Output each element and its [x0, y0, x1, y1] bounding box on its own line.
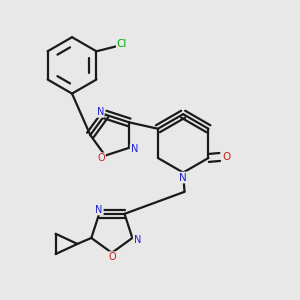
Text: N: N: [134, 235, 141, 244]
Text: O: O: [108, 252, 116, 262]
Text: N: N: [95, 205, 103, 214]
Text: Cl: Cl: [117, 39, 127, 49]
Text: N: N: [130, 144, 138, 154]
Text: O: O: [98, 153, 105, 163]
Text: N: N: [179, 172, 187, 182]
Text: O: O: [222, 152, 230, 162]
Text: N: N: [97, 107, 104, 117]
